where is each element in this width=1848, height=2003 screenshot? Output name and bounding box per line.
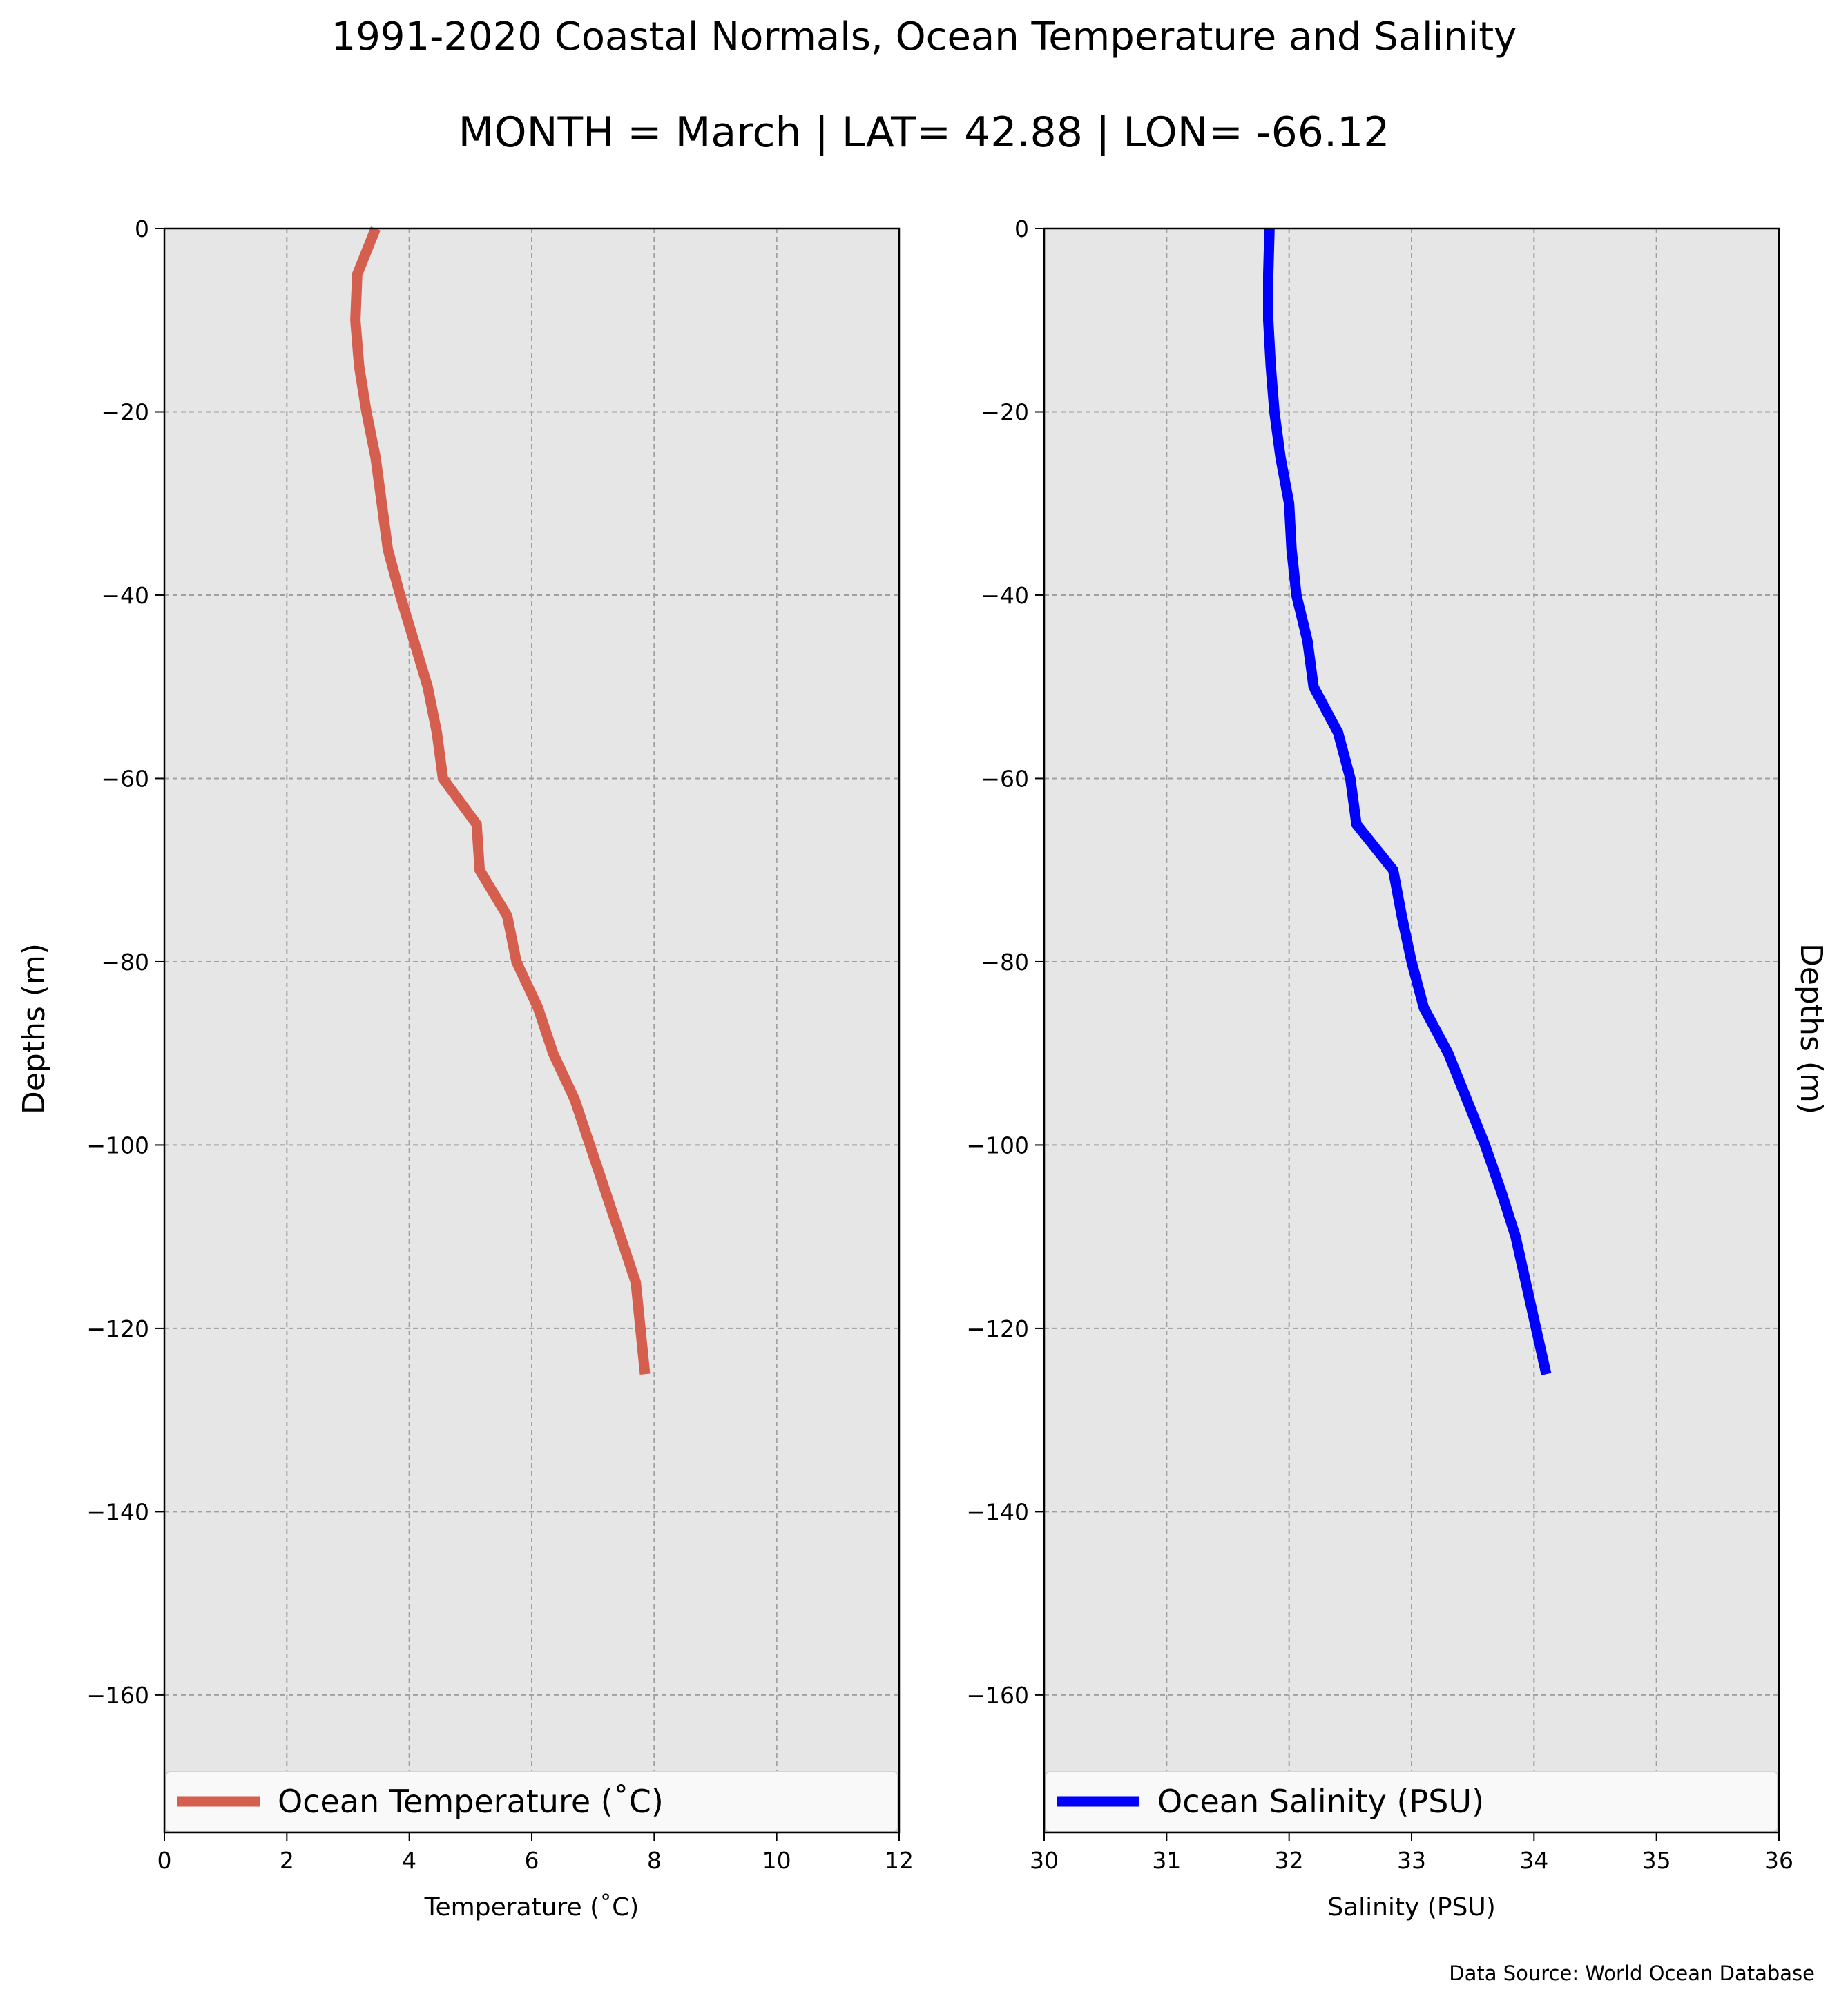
temperature-x-tick-label: 12: [885, 1847, 914, 1874]
salinity-x-tick-label: 32: [1275, 1847, 1304, 1874]
temperature-y-tick-label: −140: [86, 1498, 149, 1525]
temperature-x-tick-label: 2: [280, 1847, 294, 1874]
salinity-y-tick-label: −40: [981, 582, 1029, 609]
data-source-note: Data Source: World Ocean Database: [1449, 1962, 1815, 1985]
salinity-x-axis-label: Salinity (PSU): [1327, 1893, 1496, 1922]
salinity-x-tick-label: 31: [1152, 1847, 1181, 1874]
temperature-y-tick-label: −40: [101, 582, 149, 609]
salinity-x-tick-label: 34: [1519, 1847, 1548, 1874]
temperature-x-tick-label: 0: [157, 1847, 172, 1874]
salinity-panel: Ocean Salinity (PSU) 30 31 32 33 34 35 36 0 −20 −4…: [966, 215, 1793, 1922]
temperature-y-tick-label: −60: [101, 765, 149, 792]
salinity-x-tick-label: 36: [1764, 1847, 1793, 1874]
salinity-legend-label: Ocean Salinity (PSU): [1157, 1783, 1484, 1820]
temperature-y-tick-label: −160: [86, 1682, 149, 1709]
temperature-x-tick-label: 8: [647, 1847, 662, 1874]
salinity-x-tick-label: 33: [1397, 1847, 1426, 1874]
chart-title: 1991-2020 Coastal Normals, Ocean Tempera…: [331, 14, 1517, 59]
salinity-y-tick-label: 0: [1014, 215, 1029, 242]
temperature-y-tick-label: −120: [86, 1315, 149, 1342]
temperature-x-tick-label: 4: [402, 1847, 416, 1874]
salinity-x-tick-label: 35: [1642, 1847, 1671, 1874]
temperature-x-tick-label: 6: [525, 1847, 539, 1874]
temperature-x-axis-label: Temperature (˚C): [424, 1893, 639, 1922]
temperature-y-tick-label: −80: [101, 949, 149, 976]
salinity-y-tick-label: −100: [966, 1132, 1029, 1159]
temperature-panel: Ocean Temperature (˚C) 0 2 4 6 8 10 12 0 −20 −40 −6…: [86, 215, 914, 1922]
temperature-y-tick-label: −20: [101, 398, 149, 425]
salinity-y-tick-label: −140: [966, 1498, 1029, 1525]
salinity-y-tick-label: −80: [981, 949, 1029, 976]
temperature-y-tick-label: −100: [86, 1132, 149, 1159]
chart-subtitle: MONTH = March | LAT= 42.88 | LON= -66.12: [459, 108, 1390, 157]
temperature-x-tick-label: 10: [762, 1847, 791, 1874]
y-axis-label-left: Depths (m): [17, 943, 52, 1114]
temperature-legend-label: Ocean Temperature (˚C): [278, 1783, 664, 1820]
salinity-y-tick-label: −120: [966, 1315, 1029, 1342]
salinity-x-tick-label: 30: [1030, 1847, 1059, 1874]
temperature-y-tick-label: 0: [135, 215, 149, 242]
salinity-series-line: [1263, 228, 1552, 1375]
y-axis-label-right: Depths (m): [1793, 943, 1829, 1114]
salinity-y-tick-label: −60: [981, 765, 1029, 792]
temperature-series-line: [350, 226, 651, 1375]
salinity-y-tick-label: −20: [981, 398, 1029, 425]
salinity-y-tick-label: −160: [966, 1682, 1029, 1709]
